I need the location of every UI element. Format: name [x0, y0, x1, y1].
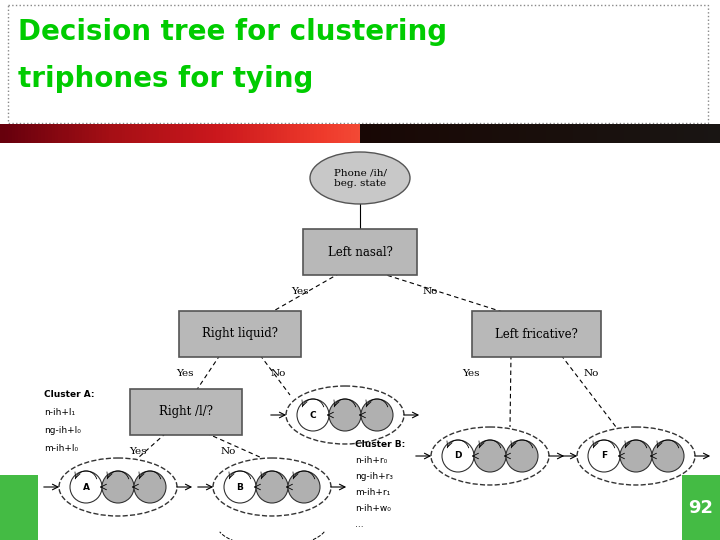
- Bar: [360, 124, 720, 143]
- Circle shape: [652, 440, 684, 472]
- Text: Cluster A:: Cluster A:: [44, 390, 94, 399]
- Text: ...: ...: [355, 520, 364, 529]
- Circle shape: [70, 471, 102, 503]
- Text: Yes: Yes: [462, 369, 480, 379]
- Text: B: B: [237, 483, 243, 491]
- Text: Yes: Yes: [176, 369, 194, 379]
- Text: F: F: [601, 451, 607, 461]
- Circle shape: [256, 471, 288, 503]
- Circle shape: [329, 399, 361, 431]
- Text: C: C: [310, 410, 316, 420]
- Text: Yes: Yes: [292, 287, 309, 296]
- Text: Cluster B:: Cluster B:: [355, 440, 405, 449]
- Bar: [0, 475, 38, 540]
- Circle shape: [224, 471, 256, 503]
- Text: 92: 92: [688, 499, 714, 517]
- Text: Right /l/?: Right /l/?: [159, 406, 213, 419]
- Text: triphones for tying: triphones for tying: [18, 65, 313, 93]
- Text: Decision tree for clustering: Decision tree for clustering: [18, 18, 447, 46]
- Bar: [682, 475, 720, 540]
- Text: No: No: [423, 287, 438, 296]
- Text: No: No: [583, 369, 599, 379]
- Text: n-ih+l₁: n-ih+l₁: [44, 408, 75, 417]
- Circle shape: [288, 471, 320, 503]
- Text: Left fricative?: Left fricative?: [495, 327, 577, 341]
- Text: A: A: [83, 483, 89, 491]
- Text: No: No: [220, 448, 235, 456]
- Text: m-ih+r₁: m-ih+r₁: [355, 488, 390, 497]
- Text: Right liquid?: Right liquid?: [202, 327, 278, 341]
- Text: ng-ih+l₀: ng-ih+l₀: [44, 426, 81, 435]
- Circle shape: [620, 440, 652, 472]
- Text: Yes: Yes: [130, 448, 147, 456]
- Text: n-ih+r₀: n-ih+r₀: [355, 456, 387, 465]
- Text: ng-ih+r₃: ng-ih+r₃: [355, 472, 393, 481]
- FancyBboxPatch shape: [179, 311, 301, 357]
- Text: Phone /ih/
beg. state: Phone /ih/ beg. state: [333, 168, 387, 188]
- Circle shape: [474, 440, 506, 472]
- FancyBboxPatch shape: [130, 389, 242, 435]
- Text: Left nasal?: Left nasal?: [328, 246, 392, 259]
- FancyBboxPatch shape: [472, 311, 600, 357]
- Text: n-ih+w₀: n-ih+w₀: [355, 504, 391, 513]
- Circle shape: [102, 471, 134, 503]
- Circle shape: [297, 399, 329, 431]
- Circle shape: [588, 440, 620, 472]
- FancyBboxPatch shape: [303, 229, 417, 275]
- Ellipse shape: [310, 152, 410, 204]
- Text: No: No: [270, 369, 286, 379]
- Text: m-ih+l₀: m-ih+l₀: [44, 444, 78, 453]
- Text: D: D: [454, 451, 462, 461]
- Circle shape: [361, 399, 393, 431]
- Circle shape: [134, 471, 166, 503]
- Circle shape: [506, 440, 538, 472]
- FancyBboxPatch shape: [8, 5, 708, 123]
- Circle shape: [442, 440, 474, 472]
